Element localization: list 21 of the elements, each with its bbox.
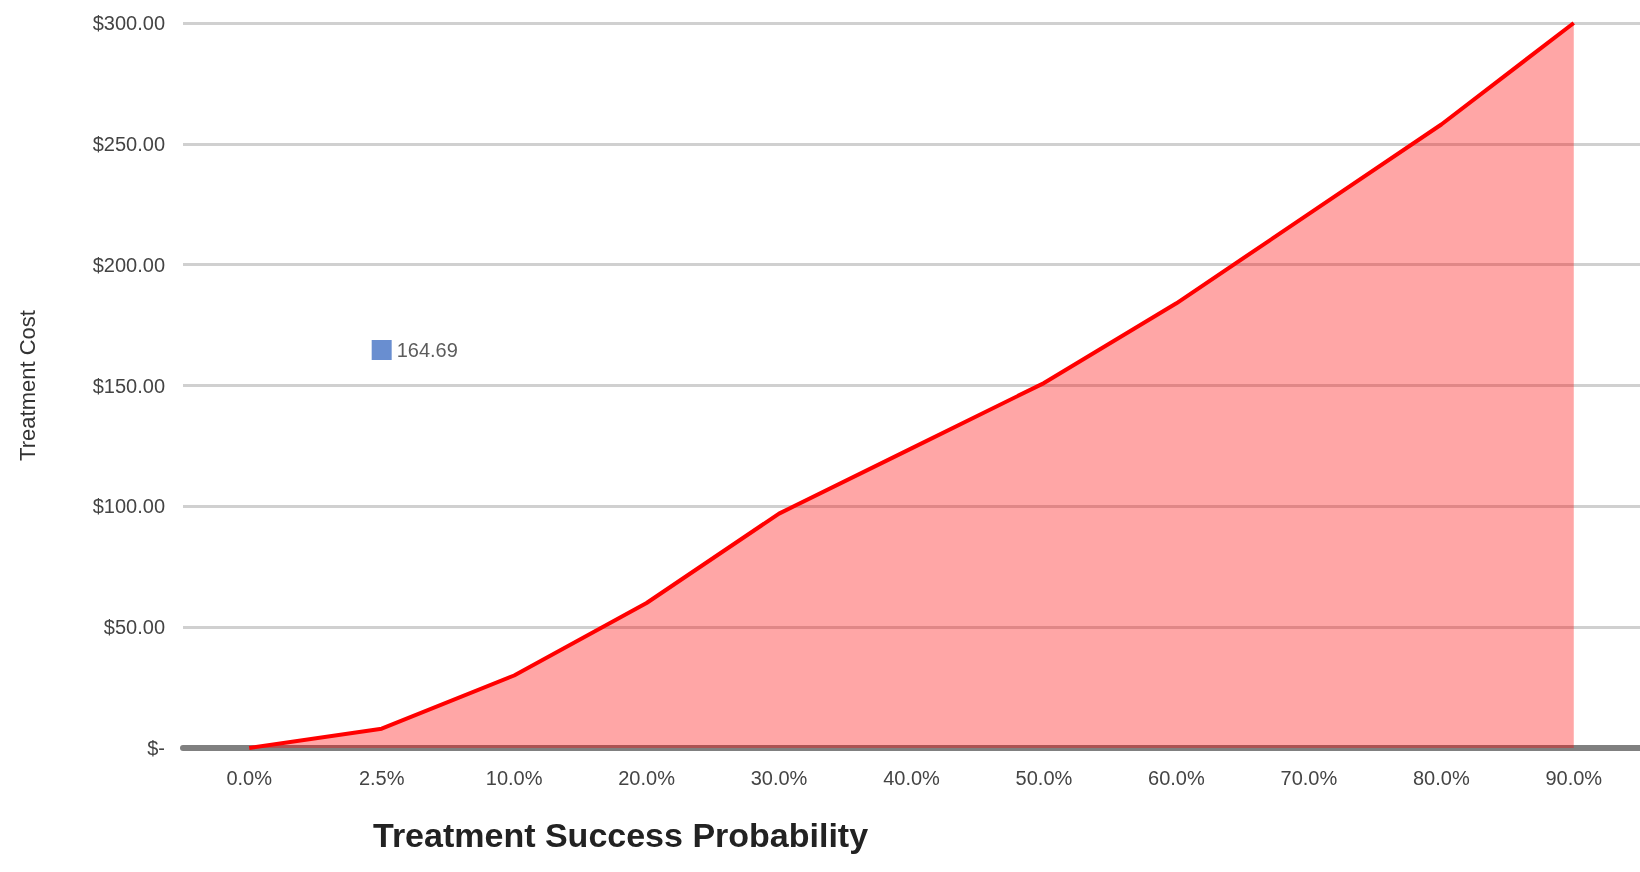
y-tick-label: $100.00 [92, 495, 165, 518]
x-axis-title: Treatment Success Probability [373, 816, 869, 854]
y-axis-title: Treatment Cost [14, 310, 40, 461]
x-tick-label: 30.0% [750, 767, 808, 789]
y-tick-label: $50.00 [103, 616, 165, 639]
x-tick-label: 80.0% [1412, 767, 1470, 789]
x-tick-label: 70.0% [1280, 767, 1338, 789]
x-tick-label: 2.5% [358, 767, 405, 789]
x-tick-label: 90.0% [1545, 767, 1603, 789]
y-tick-label: $- [147, 737, 165, 759]
data-label: 164.69 [396, 339, 458, 361]
y-tick-label: $300.00 [92, 12, 165, 34]
x-tick-label: 0.0% [226, 767, 273, 789]
x-tick-label: 50.0% [1015, 767, 1073, 789]
x-tick-label: 40.0% [883, 767, 941, 789]
y-tick-label: $250.00 [92, 132, 165, 155]
x-tick-label: 60.0% [1148, 767, 1205, 789]
x-tick-label: 10.0% [485, 767, 543, 789]
x-tick-label: 20.0% [618, 767, 676, 789]
y-tick-label: $150.00 [92, 374, 165, 397]
y-tick-label: $200.00 [92, 253, 165, 276]
